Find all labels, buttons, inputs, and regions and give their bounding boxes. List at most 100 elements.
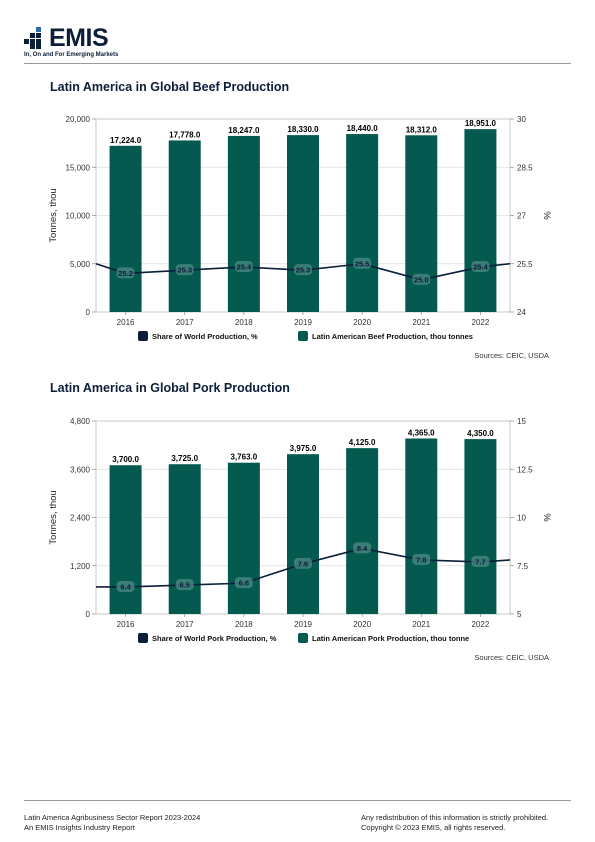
beef-xtick-label: 2018 [235,318,253,327]
pork-legend-line-label: Share of World Pork Production, % [152,634,277,643]
pork-point-label: 7.6 [298,559,308,568]
pork-y2tick-label: 15 [517,417,526,426]
beef-point-label: 25.4 [473,262,488,271]
pork-y2tick-label: 5 [517,610,522,619]
beef-legend-bar-label: Latin American Beef Production, thou ton… [312,332,473,341]
beef-y2label: % [541,211,552,220]
pork-point-label-bg [353,542,372,554]
beef-y2tick-label: 30 [517,115,526,124]
beef-legend-line-label: Share of World Production, % [152,332,258,341]
beef-y2tick-label: 24 [517,308,526,317]
beef-bar-label: 18,951.0 [465,119,497,128]
footer-divider [24,800,571,801]
beef-bar [464,129,497,312]
pork-bar-label: 3,725.0 [171,454,198,463]
pork-xtick-label: 2018 [235,620,253,629]
pork-xtick-label: 2020 [353,620,371,629]
pork-ytick-label: 2,400 [70,514,91,523]
pork-bar [227,462,260,614]
beef-xtick-label: 2021 [412,318,430,327]
pork-legend-line-swatch [138,633,148,643]
beef-bar [109,145,142,312]
beef-xtick-label: 2022 [472,318,490,327]
pork-bar-label: 4,125.0 [349,438,376,447]
pork-xtick-label: 2021 [412,620,430,629]
pork-y2tick-label: 12.5 [517,465,533,474]
pork-bar [168,464,201,614]
pork-point-label: 6.6 [239,579,249,588]
beef-chart-title: Latin America in Global Beef Production [50,80,290,94]
redistribution-notice: Any redistribution of this information i… [361,813,549,822]
beef-xtick-label: 2020 [353,318,371,327]
pork-point-label: 6.5 [179,581,189,590]
beef-svg: 0 5,000 10,000 15,000 20,000 24 25.5 27 28.5 30 To… [48,115,552,341]
pork-ytick-label: 1,200 [70,562,91,571]
pork-ytick-label: 4,800 [70,417,91,426]
pork-bar-label: 3,763.0 [231,453,258,462]
emis-logo: EMIS In, On and For Emerging Markets [24,24,134,63]
pork-point-label-bg [234,577,253,589]
pork-xtick-label: 2016 [117,620,135,629]
beef-ylabel: Tonnes, thou [48,188,59,242]
pork-xtick-label: 2017 [176,620,194,629]
beef-point-label: 25.4 [237,262,252,271]
pork-chart-title: Latin America in Global Pork Production [50,381,290,395]
beef-ytick-label: 0 [86,308,91,317]
beef-ytick-label: 5,000 [70,260,91,269]
beef-ytick-label: 15,000 [66,163,91,172]
beef-point-label-bg [353,257,372,269]
beef-ytick-label: 20,000 [66,115,91,124]
pork-bar [405,438,438,614]
pork-point-label: 6.4 [120,582,131,591]
pork-bar-label: 4,350.0 [467,429,494,438]
beef-point-label-bg [116,267,135,279]
beef-bar [227,135,260,312]
beef-point-label-bg [471,260,490,272]
pork-point-label: 7.7 [475,557,485,566]
pork-point-label-bg [175,579,194,591]
pork-point-label: 7.8 [416,555,426,564]
logo-text: EMIS [49,24,109,52]
logo-tagline: In, On and For Emerging Markets [24,52,119,58]
pork-point-label-bg [412,553,431,565]
pork-ytick-label: 0 [86,610,91,619]
beef-point-label: 25.5 [355,259,370,268]
pork-bar [464,439,497,614]
beef-point-label-bg [412,273,431,285]
emis-logo-icon [24,27,41,49]
beef-bar [168,140,201,312]
copyright-notice: Copyright © 2023 EMIS, all rights reserv… [361,823,506,832]
header-divider [24,63,571,64]
beef-ytick-label: 10,000 [66,212,91,221]
pork-xtick-label: 2019 [294,620,312,629]
pork-xtick-label: 2022 [472,620,490,629]
pork-legend-bar-label: Latin American Pork Production, thou ton… [312,634,469,643]
beef-bar-label: 17,778.0 [169,130,201,139]
beef-xtick-label: 2017 [176,318,194,327]
beef-bar-label: 18,247.0 [228,126,260,135]
beef-point-label-bg [234,260,253,272]
pork-point-label-bg [116,580,135,592]
beef-production-chart: 0 5,000 10,000 15,000 20,000 24 25.5 27 28.5 30 To… [40,108,570,348]
beef-bar [346,134,379,312]
beef-bar-label: 18,312.0 [406,125,438,134]
footer-left: Latin America Agribusiness Sector Report… [24,813,200,833]
pork-y2tick-label: 10 [517,514,526,523]
beef-y2tick-label: 27 [517,212,526,221]
pork-ylabel: Tonnes, thou [48,490,59,544]
beef-xtick-label: 2016 [117,318,135,327]
beef-legend-bar-swatch [298,331,308,341]
report-title: Latin America Agribusiness Sector Report… [24,813,201,822]
pork-bar-label: 4,365.0 [408,428,435,437]
beef-point-label: 25.3 [296,266,311,275]
beef-y2tick-label: 25.5 [517,260,533,269]
beef-point-label-bg [294,264,312,276]
pork-legend-bar-swatch [298,633,308,643]
beef-bar-label: 18,330.0 [287,125,319,134]
pork-bar [346,448,379,614]
beef-bar-label: 18,440.0 [347,124,379,133]
pork-bar-label: 3,975.0 [290,444,317,453]
pork-chart-source: Sources: CEIC, USDA [474,653,549,662]
beef-point-label: 25.3 [177,266,192,275]
pork-point-label-bg [294,557,312,569]
